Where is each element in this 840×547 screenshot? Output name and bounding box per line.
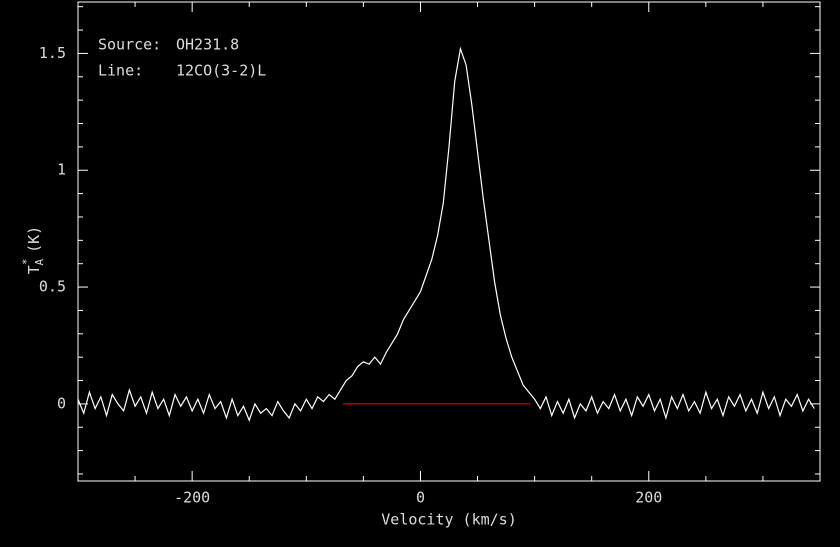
y-tick-label: 0 — [57, 394, 66, 412]
x-axis-label: Velocity (km/s) — [381, 511, 516, 529]
annotation-key: Source: — [98, 36, 161, 54]
y-label-sub: A — [33, 259, 46, 266]
plot-frame — [77, 1, 821, 482]
y-label-unit: (K) — [25, 226, 43, 253]
annotation-text: 12CO(3-2)L — [176, 62, 266, 80]
annotation-text: OH231.8 — [176, 36, 239, 54]
y-label-main: T — [25, 265, 43, 274]
annotation-key: Line: — [98, 62, 143, 80]
x-tick-label: 200 — [635, 489, 662, 507]
y-axis-label: T*A (K) — [20, 226, 46, 274]
y-tick-label: 1 — [57, 161, 66, 179]
spectrum-line — [77, 46, 815, 422]
x-tick-label: 0 — [416, 489, 425, 507]
y-tick-label: 1.5 — [39, 44, 66, 62]
x-tick-label: -200 — [174, 489, 210, 507]
y-label-sup: * — [20, 259, 33, 266]
y-tick-label: 0.5 — [39, 278, 66, 296]
